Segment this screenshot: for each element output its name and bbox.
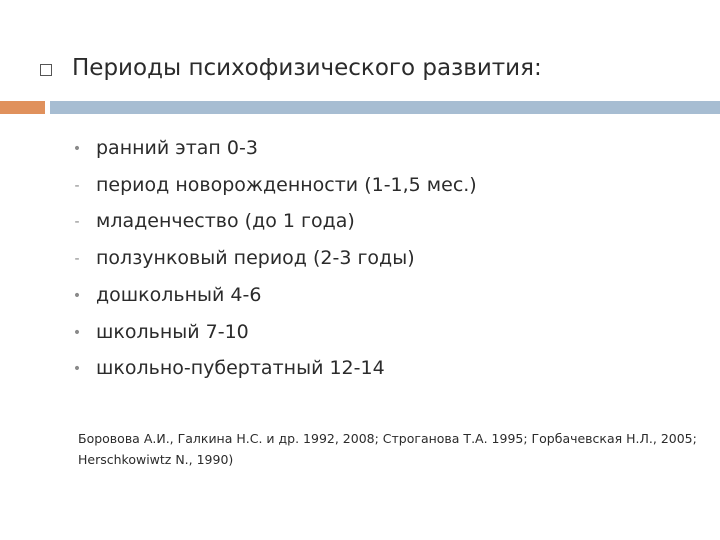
item-text: школьный 7-10 — [96, 320, 249, 343]
item-text: дошкольный 4-6 — [96, 283, 262, 306]
bullet-marker: - — [74, 177, 80, 194]
item-text: ползунковый период (2-3 годы) — [96, 247, 415, 270]
bullet-marker: - — [74, 251, 80, 268]
citation: Боровова А.И., Галкина Н.С. и др. 1992, … — [78, 431, 697, 467]
item-text: школьно-пубертатный 12-14 — [96, 357, 385, 380]
accent-bar — [0, 101, 45, 114]
item-text: ранний этап 0-3 — [96, 137, 258, 159]
bullet-marker: • — [72, 361, 82, 378]
bullet-marker: - — [74, 214, 80, 231]
item-text: младенчество (до 1 года) — [96, 210, 355, 233]
bullet-marker: • — [72, 287, 82, 304]
item-text: период новорожденности (1-1,5 мес.) — [96, 173, 477, 196]
divider-bar — [50, 101, 720, 114]
bullet-marker: • — [72, 324, 82, 341]
slide-title: Периоды психофизического развития: — [72, 55, 542, 81]
checkbox-icon — [40, 64, 52, 76]
bullet-marker: • — [72, 141, 82, 157]
